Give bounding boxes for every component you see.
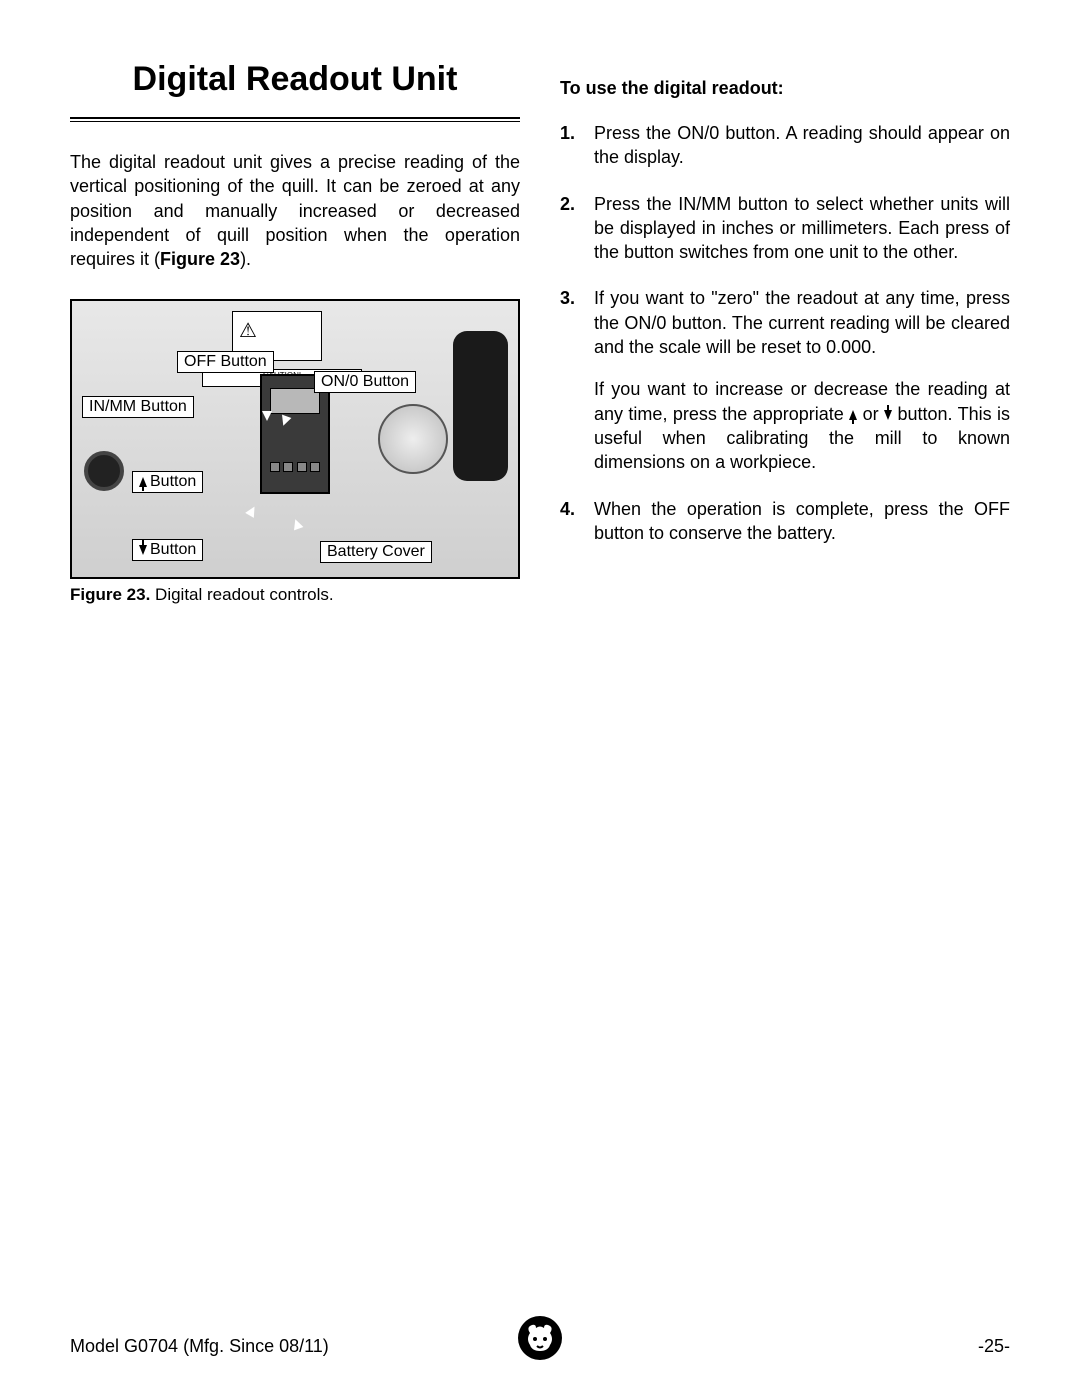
figure-caption: Figure 23. Digital readout controls.	[70, 585, 520, 605]
quill-handle	[453, 331, 508, 481]
page-footer: Model G0704 (Mfg. Since 08/11) -25-	[70, 1336, 1010, 1357]
left-column: Digital Readout Unit The digital readout…	[70, 60, 520, 605]
up-arrow-icon	[139, 477, 147, 487]
machine-illustration: CAUTION!	[72, 301, 518, 577]
emergency-stop	[84, 451, 124, 491]
footer-page-number: -25-	[978, 1336, 1010, 1357]
inline-up-arrow-icon	[849, 410, 857, 420]
instruction-list: Press the ON/0 button. A reading should …	[560, 121, 1010, 545]
footer-logo-icon	[517, 1315, 563, 1361]
intro-figure-ref: Figure 23	[160, 249, 240, 269]
label-on0-text: ON/0 Button	[321, 373, 409, 391]
label-up-text: Button	[150, 473, 196, 491]
label-battery-text: Battery Cover	[327, 543, 425, 561]
feed-knob	[378, 404, 448, 474]
step-subparagraph: If you want to increase or decrease the …	[594, 377, 1010, 474]
label-down-text: Button	[150, 541, 196, 559]
section-title: Digital Readout Unit	[70, 60, 520, 109]
label-inmm-text: IN/MM Button	[89, 398, 187, 416]
dro-button-row	[270, 462, 320, 476]
figure-caption-rest: Digital readout controls.	[150, 585, 333, 604]
label-on0-button: ON/0 Button	[314, 371, 416, 393]
instruction-step: When the operation is complete, press th…	[560, 497, 1010, 546]
instruction-step: If you want to "zero" the readout at any…	[560, 286, 1010, 474]
figure-frame: CAUTION! OFF Button ON/0 Button IN/	[70, 299, 520, 579]
label-off-button: OFF Button	[177, 351, 274, 373]
label-up-button: Button	[132, 471, 203, 493]
instruction-step: Press the IN/MM button to select whether…	[560, 192, 1010, 265]
inline-down-arrow-icon	[884, 410, 892, 420]
label-battery-cover: Battery Cover	[320, 541, 432, 563]
right-column: To use the digital readout: Press the ON…	[560, 60, 1010, 605]
instructions-heading: To use the digital readout:	[560, 78, 1010, 99]
step-text: When the operation is complete, press th…	[594, 499, 1010, 543]
intro-text: The digital readout unit gives a precise…	[70, 152, 520, 269]
step-text: Press the IN/MM button to select whether…	[594, 194, 1010, 263]
step-text: Press the ON/0 button. A reading should …	[594, 123, 1010, 167]
footer-model: Model G0704 (Mfg. Since 08/11)	[70, 1336, 329, 1357]
intro-paragraph: The digital readout unit gives a precise…	[70, 150, 520, 271]
label-down-button: Button	[132, 539, 203, 561]
down-arrow-icon	[139, 545, 147, 555]
step-text: If you want to "zero" the readout at any…	[594, 288, 1010, 357]
label-off-text: OFF Button	[184, 353, 267, 371]
leader-arrowhead	[262, 411, 272, 421]
label-inmm-button: IN/MM Button	[82, 396, 194, 418]
figure-caption-bold: Figure 23.	[70, 585, 150, 604]
dro-lcd	[270, 388, 320, 414]
title-rule	[70, 117, 520, 122]
instruction-step: Press the ON/0 button. A reading should …	[560, 121, 1010, 170]
intro-after: ).	[240, 249, 251, 269]
step3-para2-b: or	[857, 404, 884, 424]
